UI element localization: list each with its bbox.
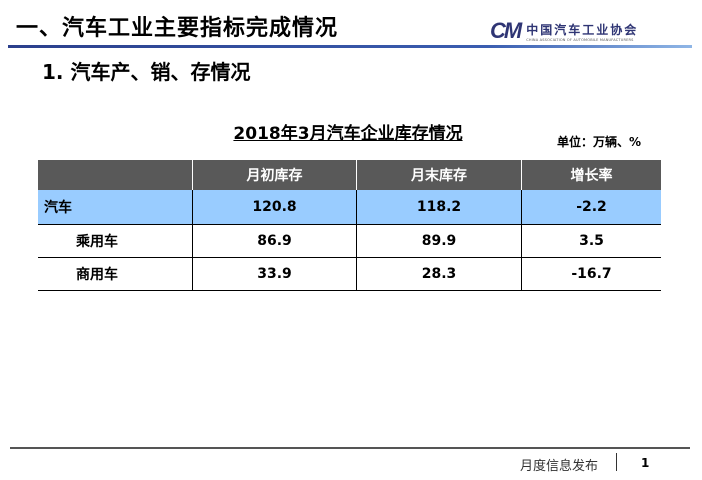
table-header-row: 月初库存 月末库存 增长率 [38,160,661,190]
table-caption: 2018年3月汽车企业库存情况 [233,124,463,144]
table-row: 商用车 33.9 28.3 -16.7 [38,257,661,291]
header-cell: 增长率 [521,160,661,190]
cell-start: 120.8 [192,190,357,225]
cell-start: 33.9 [192,257,357,291]
header-cell [38,160,193,190]
header-cell: 月初库存 [192,160,357,190]
cell-end: 118.2 [356,190,522,225]
row-name: 商用车 [38,257,193,291]
inventory-table: 月初库存 月末库存 增长率 汽车 120.8 118.2 -2.2 乘用车 86… [38,160,661,291]
row-name: 汽车 [38,190,193,225]
cell-end: 89.9 [356,224,522,258]
cell-growth: -2.2 [521,190,661,225]
cell-growth: -16.7 [521,257,661,291]
caam-logo: CM 中国汽车工业协会 CHINA ASSOCIATION OF AUTOMOB… [490,18,638,44]
logo-en: CHINA ASSOCIATION OF AUTOMOBILE MANUFACT… [526,37,634,42]
cell-growth: 3.5 [521,224,661,258]
section-subtitle: 1. 汽车产、销、存情况 [42,60,251,84]
header-divider [8,45,692,48]
unit-label: 单位：万辆、% [557,135,642,149]
footer-divider [10,447,690,449]
footer-text: 月度信息发布 [520,459,599,474]
cell-start: 86.9 [192,224,357,258]
cell-end: 28.3 [356,257,522,291]
table-row: 汽车 120.8 118.2 -2.2 [38,190,661,225]
page-number: 1 [641,456,650,470]
footer-separator [616,453,617,471]
logo-cn: 中国汽车工业协会 [526,22,639,37]
row-name: 乘用车 [38,224,193,258]
header-cell: 月末库存 [356,160,522,190]
logo-mark: CM [490,18,522,43]
page-title: 一、汽车工业主要指标完成情况 [16,16,339,41]
table-row: 乘用车 86.9 89.9 3.5 [38,224,661,258]
